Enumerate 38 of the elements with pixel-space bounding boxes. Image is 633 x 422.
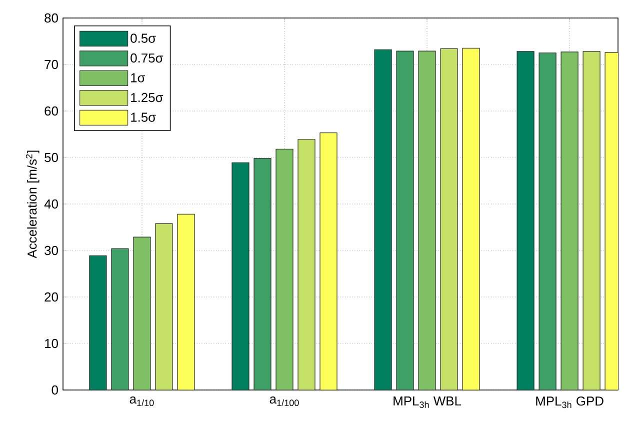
- y-tick-label: 70: [44, 60, 58, 70]
- bar: [440, 48, 458, 390]
- y-axis-title: Acceleration [m/s$^{2}$]: [26, 150, 40, 258]
- bar: [538, 52, 556, 390]
- y-tick-label: 40: [44, 199, 58, 209]
- bar: [232, 162, 250, 390]
- legend-label: 1σ: [131, 73, 146, 82]
- legend-label: 0.5σ: [130, 34, 156, 43]
- bar: [276, 148, 294, 390]
- x-tick-label: a$_{1/10}$: [130, 396, 154, 406]
- legend-label: 0.75σ: [130, 53, 164, 63]
- bar: [111, 248, 129, 390]
- bar: [516, 51, 534, 390]
- y-tick-label: 60: [44, 106, 58, 116]
- x-tick-label: MPL$_{3h}$ WBL: [394, 396, 462, 408]
- y-tick-label: 10: [45, 338, 58, 348]
- legend-label: 1.25σ: [131, 92, 164, 102]
- bar: [462, 48, 480, 390]
- bar: [133, 236, 151, 390]
- bar: [155, 223, 173, 390]
- legend-label: 1.5σ: [131, 112, 156, 122]
- bar: [89, 255, 107, 390]
- bar: [396, 50, 414, 390]
- bar: [298, 139, 316, 390]
- y-tick-label: 80: [44, 13, 58, 23]
- x-tick-label: MPL$_{3h}$ GPD: [536, 396, 604, 408]
- bar: [582, 51, 600, 390]
- bar: [254, 158, 272, 390]
- y-tick-label: 20: [44, 292, 58, 302]
- bar: [320, 132, 338, 390]
- y-tick-label: 30: [44, 246, 58, 256]
- bar: [374, 49, 392, 390]
- bar: [177, 214, 195, 390]
- bar: [418, 50, 436, 390]
- bar: [560, 52, 578, 390]
- y-tick-label: 50: [44, 152, 58, 162]
- x-tick-label: a$_{1/100}$: [270, 396, 299, 406]
- y-tick-label: 0: [52, 385, 58, 395]
